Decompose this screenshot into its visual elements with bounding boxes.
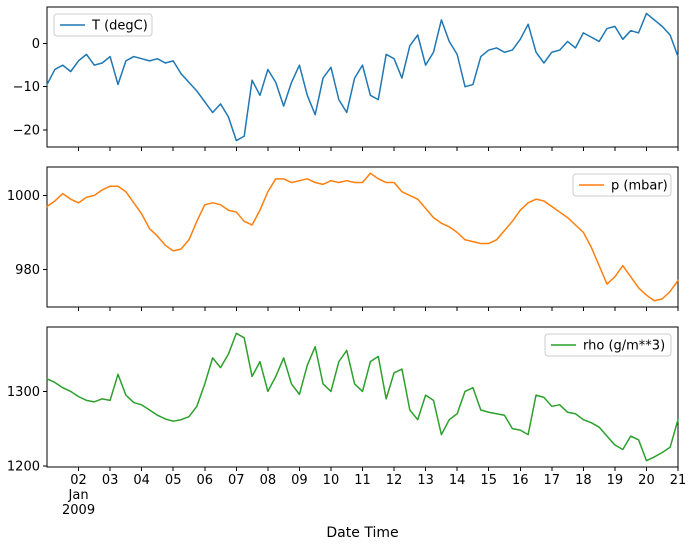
x-tick-label: 19 [607, 473, 624, 488]
series-line-pressure [46, 172, 679, 302]
y-tick-label: −10 [13, 80, 40, 95]
series-line-temperature [46, 12, 679, 142]
x-tick-label: 10 [323, 473, 340, 488]
x-tick-label: 05 [165, 473, 182, 488]
x-tick-label: 03 [102, 473, 119, 488]
y-tick-label: 1200 [7, 459, 40, 474]
y-tick-label: 980 [15, 263, 40, 278]
axes-pressure: 1000 980 p (mbar) [7, 166, 679, 311]
series-line-density [46, 332, 679, 462]
y-tick-label: −20 [13, 123, 40, 138]
x-tick-label: 14 [449, 473, 466, 488]
x-tick-label: 12 [386, 473, 403, 488]
legend-frame [544, 333, 672, 357]
legend-temperature: T (degC) [53, 13, 153, 37]
y-tick-label: 1300 [7, 385, 40, 400]
legend-label: p (mbar) [611, 179, 668, 194]
x-tick-label: 15 [480, 473, 497, 488]
x-tick-label: 02 [70, 473, 87, 488]
x-tick-label: 07 [228, 473, 245, 488]
x-tick-label: 20 [638, 473, 655, 488]
x-tick-label: 04 [133, 473, 150, 488]
legend-pressure: p (mbar) [572, 173, 672, 197]
legend-label: rho (g/m**3) [583, 339, 665, 354]
x-tick-label: 13 [417, 473, 434, 488]
x-month-label: Jan [68, 488, 89, 503]
x-tick-label: 17 [544, 473, 561, 488]
legend-density: rho (g/m**3) [544, 333, 672, 357]
axes-density: 1300 1200 02 03 04 05 06 07 08 09 10 11 12 13 14 15 16 17… [7, 326, 687, 488]
x-tick-label: 16 [512, 473, 529, 488]
y-tick-label: 0 [32, 37, 40, 52]
x-tick-label: 08 [260, 473, 277, 488]
x-tick-label: 11 [354, 473, 371, 488]
x-tick-label: 06 [196, 473, 213, 488]
x-axis-title: Date Time [326, 525, 398, 541]
legend-frame [572, 173, 672, 197]
legend-frame [53, 13, 153, 37]
legend-label: T (degC) [91, 19, 148, 34]
x-tick-label: 21 [670, 473, 687, 488]
y-tick-label: 1000 [7, 189, 40, 204]
x-tick-label: 18 [575, 473, 592, 488]
axes-temperature: 0 −10 −20 T (degC) [13, 6, 679, 151]
x-year-label: 2009 [62, 503, 95, 518]
x-tick-label: 09 [291, 473, 308, 488]
